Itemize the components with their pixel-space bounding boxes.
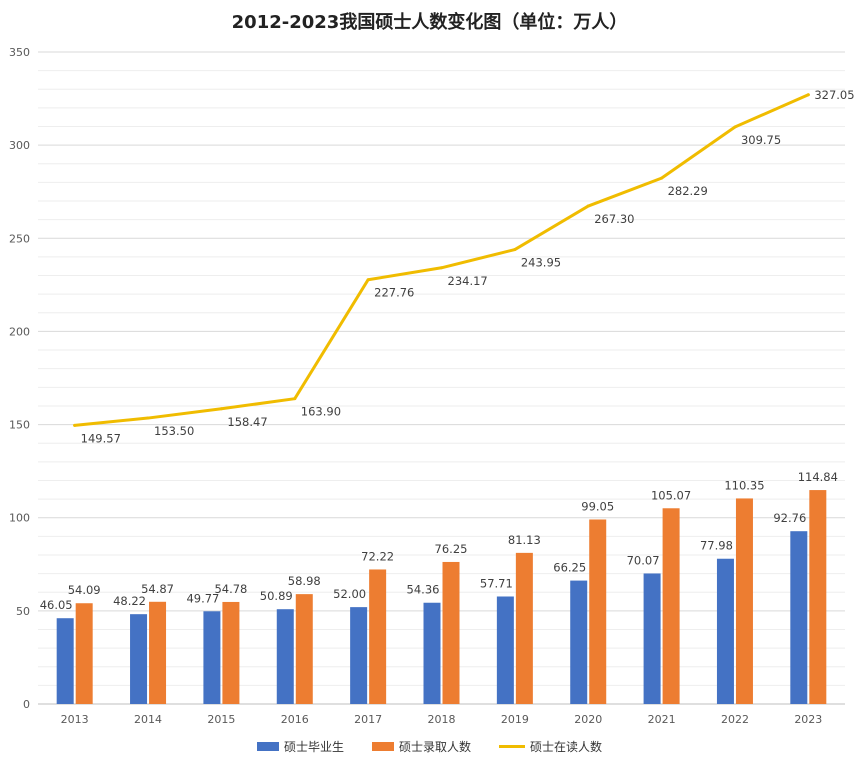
bar-graduates [790,531,808,704]
x-tick-label: 2017 [354,713,382,726]
bar-graduates [130,614,148,704]
line-point-enrolled [513,248,517,252]
line-point-enrolled [366,278,370,282]
data-label-graduates: 54.36 [407,583,440,597]
data-label-graduates: 49.77 [186,591,219,605]
data-label-admissions: 54.78 [214,582,247,596]
bar-admissions [589,519,607,704]
bar-admissions [662,508,680,704]
data-label-graduates: 66.25 [553,561,586,575]
data-label-graduates: 77.98 [700,539,733,553]
x-tick-label: 2019 [501,713,529,726]
line-point-enrolled [146,416,150,420]
bar-admissions [149,601,167,704]
data-label-enrolled: 309.75 [741,133,781,147]
data-label-graduates: 57.71 [480,576,513,590]
line-enrolled [73,93,810,427]
line-point-enrolled [660,176,664,180]
legend-swatch-enrolled [499,745,525,748]
data-label-graduates: 92.76 [773,511,806,525]
line-point-enrolled [586,204,590,208]
bar-admissions [295,594,313,704]
data-label-admissions: 105.07 [651,488,691,502]
data-label-enrolled: 163.90 [301,405,341,419]
bar-graduates [570,580,588,704]
y-tick-label: 50 [16,605,30,618]
bar-admissions [75,603,93,704]
data-label-admissions: 76.25 [435,542,468,556]
data-label-graduates: 50.89 [260,589,293,603]
line-point-enrolled [733,125,737,129]
x-tick-label: 2021 [648,713,676,726]
bar-admissions [735,498,753,704]
data-label-admissions: 54.87 [141,582,174,596]
y-tick-label: 150 [9,419,30,432]
data-label-enrolled: 234.17 [448,274,488,288]
data-label-admissions: 72.22 [361,549,394,563]
x-tick-label: 2013 [61,713,89,726]
data-label-admissions: 54.09 [68,583,101,597]
x-tick-label: 2018 [428,713,456,726]
line-point-enrolled [806,93,810,97]
legend-swatch-admissions [371,742,394,751]
data-label-graduates: 48.22 [113,594,146,608]
bar-admissions [515,552,533,704]
bar-graduates [496,596,514,704]
data-label-enrolled: 153.50 [154,424,194,438]
data-label-enrolled: 158.47 [227,415,267,429]
data-label-admissions: 114.84 [798,470,838,484]
data-label-enrolled: 282.29 [668,184,708,198]
data-label-admissions: 110.35 [724,478,764,492]
bar-graduates [203,611,221,704]
bar-graduates [56,618,74,704]
y-tick-label: 250 [9,232,30,245]
y-tick-label: 350 [9,46,30,59]
bar-admissions [809,490,827,704]
y-tick-label: 300 [9,139,30,152]
bar-graduates [643,573,661,704]
legend-item-enrolled: 硕士在读人数 [499,738,602,755]
data-label-enrolled: 227.76 [374,286,414,300]
y-tick-label: 100 [9,512,30,525]
x-tick-label: 2015 [207,713,235,726]
x-tick-label: 2022 [721,713,749,726]
legend: 硕士毕业生 硕士录取人数 硕士在读人数 [0,738,859,755]
bar-admissions [442,561,460,704]
bar-admissions [369,569,387,704]
data-label-graduates: 52.00 [333,587,366,601]
y-tick-label: 0 [23,698,30,711]
bar-graduates [276,609,294,704]
y-tick-label: 200 [9,325,30,338]
bar-admissions [222,601,240,704]
data-label-admissions: 99.05 [581,499,614,513]
legend-label-graduates: 硕士毕业生 [283,740,344,754]
data-label-enrolled: 149.57 [81,431,121,445]
line-point-enrolled [440,266,443,270]
data-label-enrolled: 327.05 [814,88,854,102]
legend-label-enrolled: 硕士在读人数 [530,740,603,754]
chart-title: 2012-2023我国硕士人数变化图（单位：万人） [231,12,628,33]
data-label-admissions: 81.13 [508,533,541,547]
legend-item-graduates: 硕士毕业生 [256,738,344,755]
bar-graduates [423,602,441,704]
data-label-graduates: 46.05 [40,598,73,612]
x-tick-label: 2020 [574,713,602,726]
bar-graduates [716,558,734,704]
data-label-enrolled: 243.95 [521,256,561,270]
legend-label-admissions: 硕士录取人数 [398,740,471,754]
bar-graduates [350,607,368,704]
legend-swatch-graduates [256,742,279,751]
legend-item-admissions: 硕士录取人数 [371,738,471,755]
x-tick-label: 2016 [281,713,309,726]
data-label-enrolled: 267.30 [594,212,634,226]
x-tick-label: 2023 [794,713,822,726]
line-point-enrolled [293,397,297,401]
line-point-enrolled [219,407,223,411]
line-point-enrolled [73,423,77,427]
data-label-admissions: 58.98 [288,574,321,588]
data-label-graduates: 70.07 [627,553,660,567]
x-tick-label: 2014 [134,713,162,726]
